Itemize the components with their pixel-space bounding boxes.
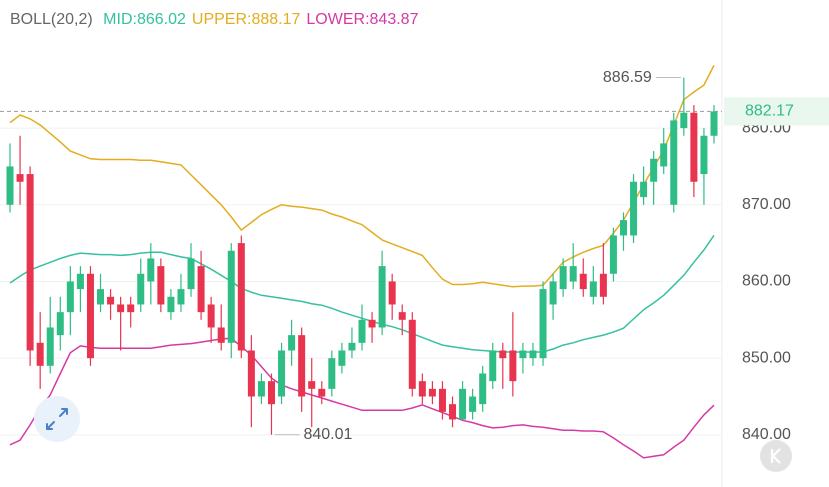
candle-body [66, 281, 74, 313]
legend-entry: LOWER:843.87 [306, 11, 418, 28]
candle-body [107, 296, 115, 305]
candle-body [549, 281, 557, 305]
candle-body [257, 381, 265, 397]
candle-body [630, 181, 638, 236]
candle-body [499, 350, 507, 359]
candle-body [459, 388, 467, 420]
indicator-name: BOLL(20,2) [10, 11, 93, 28]
expand-icon[interactable] [46, 408, 68, 430]
candle-body [680, 112, 688, 129]
candle-body [247, 350, 255, 397]
candle-body [670, 120, 678, 205]
candle-body [469, 396, 477, 412]
y-tick-label: 860.00 [742, 273, 791, 290]
candle-body [619, 220, 627, 236]
candle-body [529, 350, 537, 359]
candle-body [428, 388, 436, 397]
candle-body [137, 273, 145, 305]
candle-body [348, 342, 356, 351]
candle-body [36, 342, 44, 366]
expand-button[interactable] [34, 396, 80, 442]
candle-body [187, 258, 195, 290]
candle-body [217, 327, 225, 343]
candle-body [640, 181, 648, 198]
candle-body [308, 381, 316, 389]
k-button-bg[interactable] [760, 440, 792, 472]
candle-body [177, 289, 185, 305]
candle-body [318, 388, 326, 397]
band-line [9, 65, 715, 288]
candle-body [418, 381, 426, 397]
legend-entry: UPPER:888.17 [192, 11, 301, 28]
candle-body [167, 296, 175, 313]
k-icon[interactable] [770, 448, 781, 464]
candle-body [660, 143, 668, 167]
last-price-box [724, 97, 829, 126]
legend-entry: MID:866.02 [103, 11, 186, 28]
candle-body [589, 281, 597, 297]
k-button[interactable] [760, 440, 792, 472]
candle-body [650, 158, 658, 182]
candle-body [599, 273, 607, 297]
candle-body [147, 258, 155, 282]
y-tick-label: 840.00 [742, 426, 791, 443]
candle-body [569, 266, 577, 282]
candle-body [86, 273, 94, 359]
indicator-header: BOLL(20,2) MID:866.02 UPPER:888.17 LOWER:8… [10, 11, 419, 28]
band-line [9, 337, 715, 459]
candle-body [609, 235, 617, 274]
candle-body [700, 135, 708, 175]
candle-body [368, 319, 376, 328]
candle-body [489, 350, 497, 382]
candle-body [388, 281, 396, 305]
candle-body [127, 304, 135, 313]
candle-body [157, 266, 165, 305]
candle-body [438, 388, 446, 412]
candle-body [117, 304, 125, 313]
y-tick-label: 850.00 [742, 349, 791, 366]
candle-body [338, 350, 346, 366]
candle-body [509, 350, 517, 382]
candle-body [479, 373, 487, 405]
candle-body [237, 243, 245, 351]
candle-body [358, 319, 366, 343]
last-price-label: 882.17 [745, 103, 794, 120]
plot-area: 840.00850.00860.00870.00880.00886.59840.… [0, 65, 829, 459]
candle-body [56, 312, 64, 336]
candle-body [207, 304, 215, 328]
candle-body [278, 350, 286, 397]
candle-body [408, 319, 416, 389]
candle-body [197, 266, 205, 313]
min-label: 840.01 [303, 426, 352, 443]
candle-body [298, 335, 306, 397]
candle-body [398, 312, 406, 320]
candle-body [267, 381, 275, 405]
candle-body [449, 404, 457, 420]
candle-body [288, 335, 296, 351]
candle-body [26, 174, 34, 351]
expand-button-bg[interactable] [34, 396, 80, 442]
candle-body [710, 111, 718, 136]
candle-body [378, 266, 386, 328]
candle-body [579, 273, 587, 290]
candle-body [227, 250, 235, 343]
candle-body [519, 350, 527, 359]
candle-body [46, 327, 54, 366]
candle-body [97, 289, 105, 305]
candle-body [76, 273, 84, 290]
candle-body [6, 166, 14, 205]
candle-body [690, 112, 698, 182]
candle-body [16, 174, 24, 182]
candle-body [539, 289, 547, 359]
candle-body [559, 266, 567, 290]
y-tick-label: 870.00 [742, 196, 791, 213]
candle-body [328, 358, 336, 389]
max-label: 886.59 [603, 69, 652, 86]
